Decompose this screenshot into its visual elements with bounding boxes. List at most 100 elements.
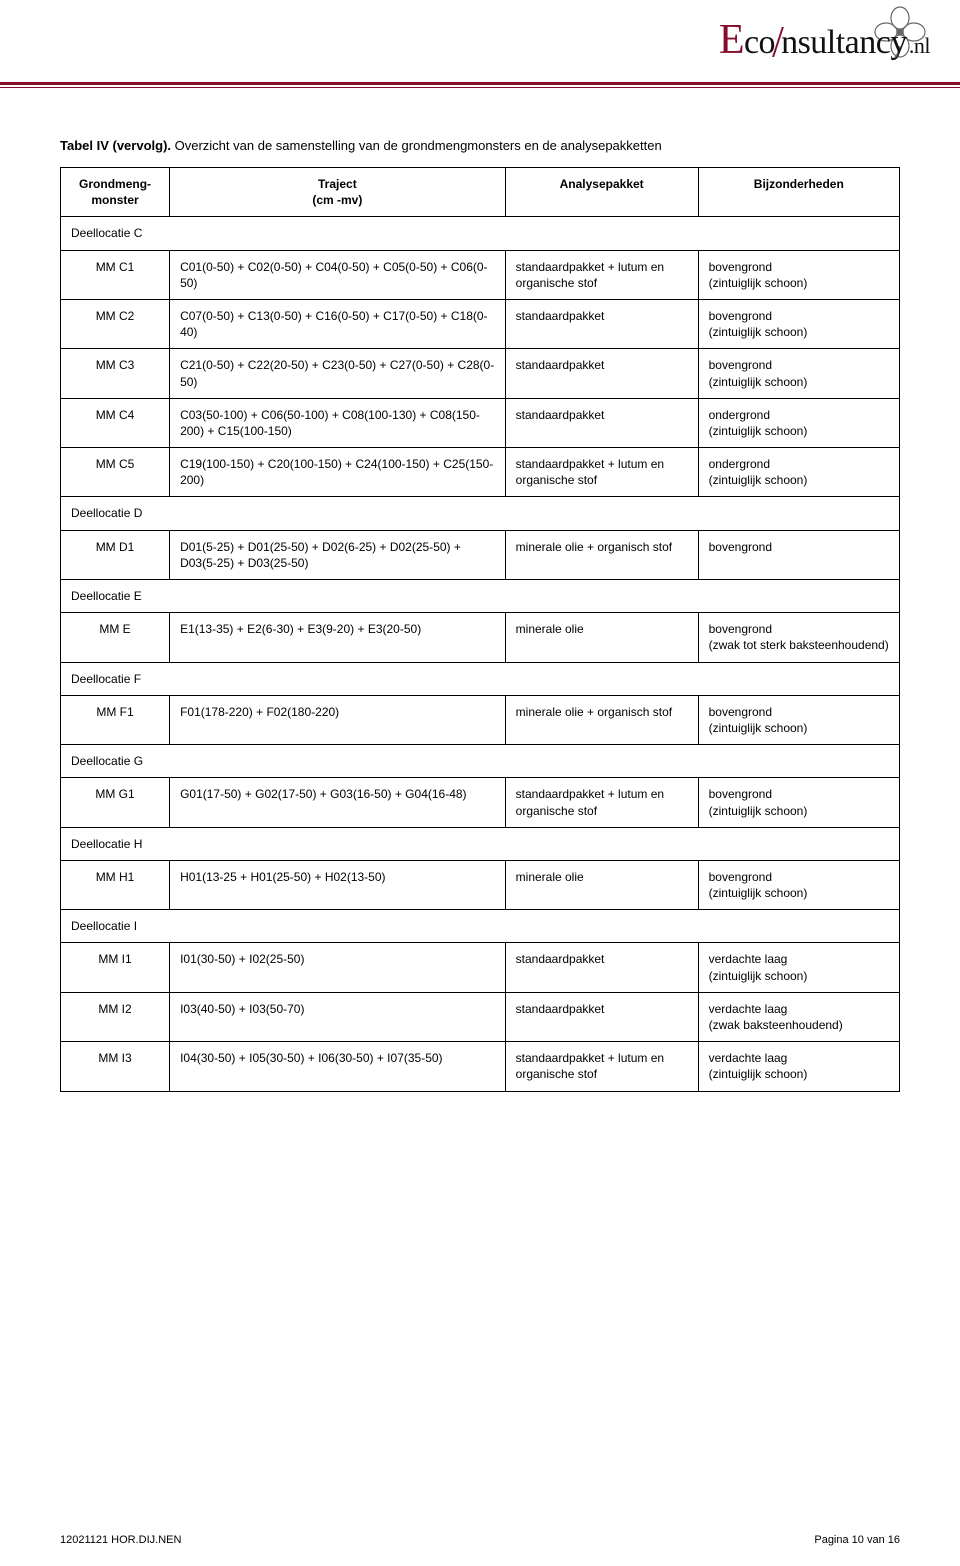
cell-bijzonder: bovengrond (zintuiglijk schoon) bbox=[698, 349, 899, 398]
section-label: Deellocatie E bbox=[61, 580, 900, 613]
brand-logo: Econsultancy.nl bbox=[719, 16, 930, 64]
col-traject-l1: Traject bbox=[180, 176, 495, 192]
section-row: Deellocatie F bbox=[61, 662, 900, 695]
section-label: Deellocatie C bbox=[61, 217, 900, 250]
samples-table: Grondmeng- monster Traject (cm -mv) Anal… bbox=[60, 167, 900, 1092]
cell-bijzonder: ondergrond (zintuiglijk schoon) bbox=[698, 448, 899, 497]
cell-monster: MM I3 bbox=[61, 1042, 170, 1091]
cell-bijzonder: verdachte laag (zintuiglijk schoon) bbox=[698, 943, 899, 992]
cell-traject: D01(5-25) + D01(25-50) + D02(6-25) + D02… bbox=[170, 530, 506, 579]
table-body: Deellocatie CMM C1C01(0-50) + C02(0-50) … bbox=[61, 217, 900, 1091]
col-traject-l2: (cm -mv) bbox=[180, 192, 495, 208]
cell-monster: MM I1 bbox=[61, 943, 170, 992]
table-row: MM F1F01(178-220) + F02(180-220)minerale… bbox=[61, 695, 900, 744]
cell-bijzonder: bovengrond (zintuiglijk schoon) bbox=[698, 778, 899, 827]
cell-monster: MM D1 bbox=[61, 530, 170, 579]
cell-analyse: standaardpakket bbox=[505, 349, 698, 398]
section-row: Deellocatie G bbox=[61, 745, 900, 778]
page-header: Econsultancy.nl bbox=[0, 0, 960, 120]
table-row: MM EE1(13-35) + E2(6-30) + E3(9-20) + E3… bbox=[61, 613, 900, 662]
cell-bijzonder: ondergrond (zintuiglijk schoon) bbox=[698, 398, 899, 447]
cell-monster: MM C5 bbox=[61, 448, 170, 497]
page-footer: 12021121 HOR.DIJ.NEN Pagina 10 van 16 bbox=[60, 1534, 900, 1546]
cell-traject: I03(40-50) + I03(50-70) bbox=[170, 992, 506, 1041]
cell-bijzonder: verdachte laag (zwak baksteenhoudend) bbox=[698, 992, 899, 1041]
cell-traject: I01(30-50) + I02(25-50) bbox=[170, 943, 506, 992]
cell-traject: C19(100-150) + C20(100-150) + C24(100-15… bbox=[170, 448, 506, 497]
cell-traject: G01(17-50) + G02(17-50) + G03(16-50) + G… bbox=[170, 778, 506, 827]
cell-analyse: standaardpakket bbox=[505, 943, 698, 992]
table-row: MM C3C21(0-50) + C22(20-50) + C23(0-50) … bbox=[61, 349, 900, 398]
footer-right: Pagina 10 van 16 bbox=[814, 1534, 900, 1546]
cell-monster: MM E bbox=[61, 613, 170, 662]
table-row: MM H1H01(13-25 + H01(25-50) + H02(13-50)… bbox=[61, 860, 900, 909]
cell-traject: F01(178-220) + F02(180-220) bbox=[170, 695, 506, 744]
cell-traject: C01(0-50) + C02(0-50) + C04(0-50) + C05(… bbox=[170, 250, 506, 299]
col-traject: Traject (cm -mv) bbox=[170, 168, 506, 217]
table-row: MM I1I01(30-50) + I02(25-50)standaardpak… bbox=[61, 943, 900, 992]
cell-bijzonder: bovengrond (zintuiglijk schoon) bbox=[698, 250, 899, 299]
cell-analyse: minerale olie + organisch stof bbox=[505, 695, 698, 744]
section-label: Deellocatie F bbox=[61, 662, 900, 695]
footer-left: 12021121 HOR.DIJ.NEN bbox=[60, 1534, 181, 1546]
brand-co: co bbox=[744, 24, 775, 61]
page: Econsultancy.nl Tabel IV (vervolg). Over… bbox=[0, 0, 960, 1566]
cell-analyse: standaardpakket + lutum en organische st… bbox=[505, 1042, 698, 1091]
table-row: MM C2C07(0-50) + C13(0-50) + C16(0-50) +… bbox=[61, 299, 900, 348]
section-label: Deellocatie D bbox=[61, 497, 900, 530]
cell-monster: MM C3 bbox=[61, 349, 170, 398]
cell-monster: MM G1 bbox=[61, 778, 170, 827]
content-area: Tabel IV (vervolg). Overzicht van de sam… bbox=[0, 120, 960, 1092]
title-bold: Tabel IV (vervolg). bbox=[60, 138, 171, 153]
col-analyse: Analysepakket bbox=[505, 168, 698, 217]
table-title: Tabel IV (vervolg). Overzicht van de sam… bbox=[60, 120, 900, 167]
cell-monster: MM C1 bbox=[61, 250, 170, 299]
table-row: MM C4C03(50-100) + C06(50-100) + C08(100… bbox=[61, 398, 900, 447]
section-row: Deellocatie H bbox=[61, 827, 900, 860]
cell-bijzonder: bovengrond (zwak tot sterk baksteenhoude… bbox=[698, 613, 899, 662]
col-monster-l2: monster bbox=[71, 192, 159, 208]
cell-traject: C03(50-100) + C06(50-100) + C08(100-130)… bbox=[170, 398, 506, 447]
brand-e: E bbox=[719, 17, 744, 63]
cell-analyse: standaardpakket bbox=[505, 992, 698, 1041]
col-monster: Grondmeng- monster bbox=[61, 168, 170, 217]
cell-traject: E1(13-35) + E2(6-30) + E3(9-20) + E3(20-… bbox=[170, 613, 506, 662]
cell-traject: C07(0-50) + C13(0-50) + C16(0-50) + C17(… bbox=[170, 299, 506, 348]
brand-nl: .nl bbox=[909, 33, 930, 58]
table-row: MM C5C19(100-150) + C20(100-150) + C24(1… bbox=[61, 448, 900, 497]
table-row: MM D1D01(5-25) + D01(25-50) + D02(6-25) … bbox=[61, 530, 900, 579]
cell-traject: C21(0-50) + C22(20-50) + C23(0-50) + C27… bbox=[170, 349, 506, 398]
table-header-row: Grondmeng- monster Traject (cm -mv) Anal… bbox=[61, 168, 900, 217]
section-label: Deellocatie H bbox=[61, 827, 900, 860]
col-monster-l1: Grondmeng- bbox=[71, 176, 159, 192]
title-rest: Overzicht van de samenstelling van de gr… bbox=[171, 138, 662, 153]
brand-text: Econsultancy.nl bbox=[719, 16, 930, 64]
cell-analyse: standaardpakket + lutum en organische st… bbox=[505, 250, 698, 299]
cell-monster: MM C2 bbox=[61, 299, 170, 348]
cell-monster: MM F1 bbox=[61, 695, 170, 744]
section-row: Deellocatie E bbox=[61, 580, 900, 613]
cell-bijzonder: bovengrond (zintuiglijk schoon) bbox=[698, 695, 899, 744]
cell-bijzonder: bovengrond (zintuiglijk schoon) bbox=[698, 299, 899, 348]
cell-bijzonder: bovengrond bbox=[698, 530, 899, 579]
table-row: MM C1C01(0-50) + C02(0-50) + C04(0-50) +… bbox=[61, 250, 900, 299]
table-row: MM I2I03(40-50) + I03(50-70)standaardpak… bbox=[61, 992, 900, 1041]
cell-analyse: standaardpakket + lutum en organische st… bbox=[505, 778, 698, 827]
section-row: Deellocatie I bbox=[61, 910, 900, 943]
cell-analyse: standaardpakket bbox=[505, 398, 698, 447]
cell-analyse: standaardpakket + lutum en organische st… bbox=[505, 448, 698, 497]
section-row: Deellocatie D bbox=[61, 497, 900, 530]
table-row: MM I3I04(30-50) + I05(30-50) + I06(30-50… bbox=[61, 1042, 900, 1091]
cell-analyse: standaardpakket bbox=[505, 299, 698, 348]
cell-monster: MM I2 bbox=[61, 992, 170, 1041]
section-row: Deellocatie C bbox=[61, 217, 900, 250]
cell-analyse: minerale olie bbox=[505, 613, 698, 662]
cell-bijzonder: verdachte laag (zintuiglijk schoon) bbox=[698, 1042, 899, 1091]
cell-monster: MM H1 bbox=[61, 860, 170, 909]
section-label: Deellocatie G bbox=[61, 745, 900, 778]
cell-monster: MM C4 bbox=[61, 398, 170, 447]
cell-traject: I04(30-50) + I05(30-50) + I06(30-50) + I… bbox=[170, 1042, 506, 1091]
cell-analyse: minerale olie bbox=[505, 860, 698, 909]
table-row: MM G1G01(17-50) + G02(17-50) + G03(16-50… bbox=[61, 778, 900, 827]
brand-nsultancy: nsultancy bbox=[781, 24, 907, 61]
